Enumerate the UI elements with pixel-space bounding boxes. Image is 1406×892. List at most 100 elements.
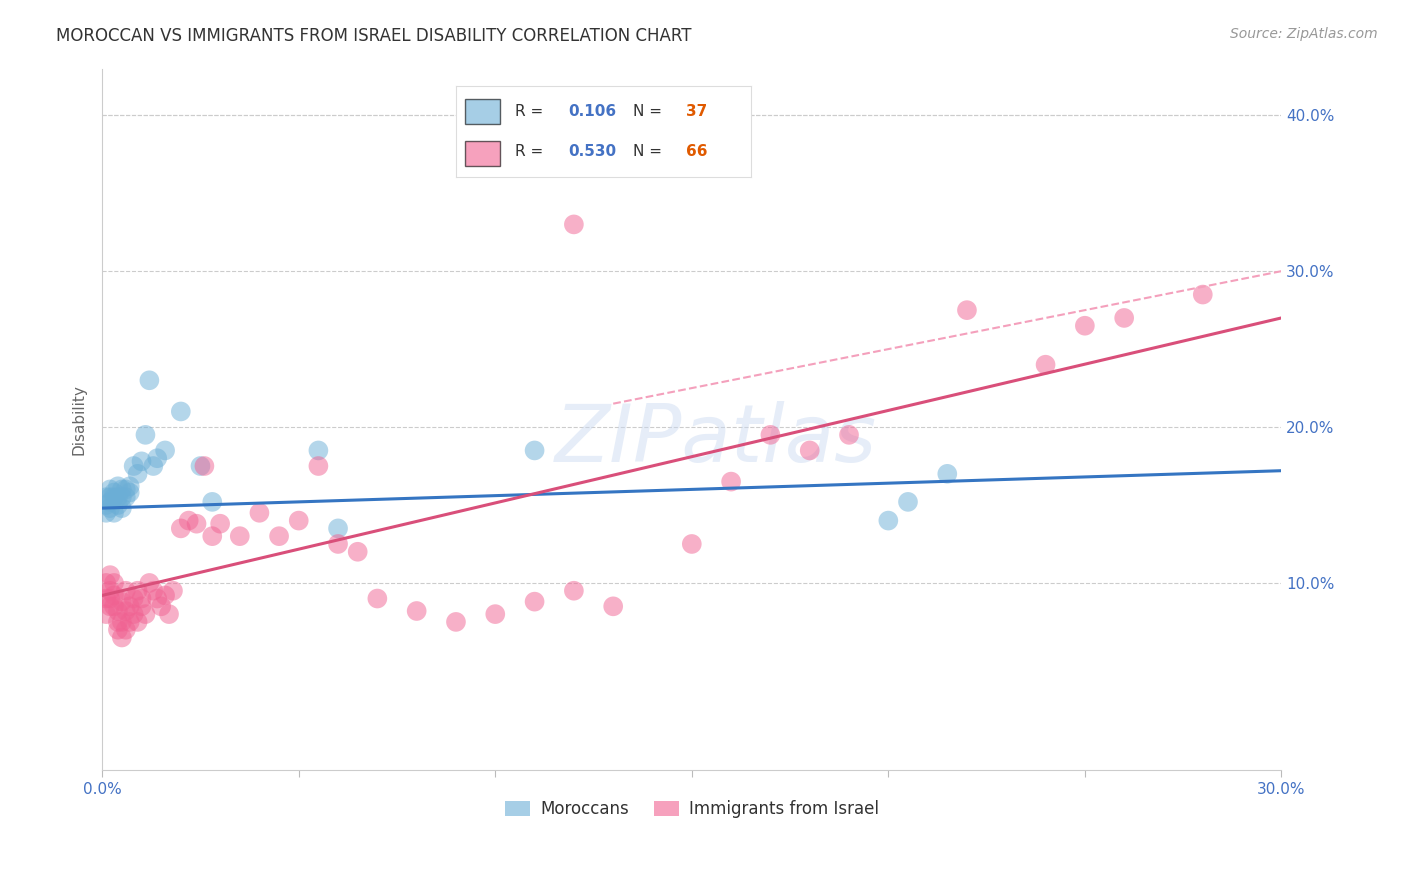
Point — [405, 604, 427, 618]
Point — [162, 583, 184, 598]
Point — [177, 514, 200, 528]
Point — [107, 604, 129, 618]
Point — [111, 594, 134, 608]
Point — [98, 599, 121, 614]
Point — [249, 506, 271, 520]
Point — [122, 458, 145, 473]
Point — [523, 594, 546, 608]
Point — [131, 599, 153, 614]
Point — [956, 303, 979, 318]
Point — [484, 607, 506, 621]
Point — [142, 583, 165, 598]
Point — [366, 591, 388, 606]
Point — [134, 427, 156, 442]
Text: MOROCCAN VS IMMIGRANTS FROM ISRAEL DISABILITY CORRELATION CHART: MOROCCAN VS IMMIGRANTS FROM ISRAEL DISAB… — [56, 27, 692, 45]
Point — [107, 479, 129, 493]
Point — [720, 475, 742, 489]
Point — [193, 458, 215, 473]
Point — [111, 631, 134, 645]
Point — [142, 458, 165, 473]
Point — [146, 591, 169, 606]
Point — [107, 490, 129, 504]
Point — [134, 607, 156, 621]
Point — [153, 588, 176, 602]
Point — [170, 404, 193, 418]
Point — [681, 537, 703, 551]
Point — [444, 615, 467, 629]
Point — [1114, 310, 1136, 325]
Point — [94, 490, 117, 504]
Point — [103, 599, 125, 614]
Point — [146, 451, 169, 466]
Point — [838, 427, 860, 442]
Point — [111, 501, 134, 516]
Point — [201, 495, 224, 509]
Point — [287, 514, 309, 528]
Point — [127, 583, 149, 598]
Point — [897, 495, 920, 509]
Point — [877, 514, 900, 528]
Point — [114, 490, 136, 504]
Point — [138, 373, 160, 387]
Point — [138, 576, 160, 591]
Point — [103, 588, 125, 602]
Point — [118, 479, 141, 493]
Point — [122, 591, 145, 606]
Point — [562, 218, 585, 232]
Point — [346, 545, 368, 559]
Point — [114, 583, 136, 598]
Y-axis label: Disability: Disability — [72, 384, 86, 455]
Point — [523, 443, 546, 458]
Point — [759, 427, 782, 442]
Text: Source: ZipAtlas.com: Source: ZipAtlas.com — [1230, 27, 1378, 41]
Point — [107, 498, 129, 512]
Point — [118, 615, 141, 629]
Point — [307, 458, 329, 473]
Point — [201, 529, 224, 543]
Point — [150, 599, 173, 614]
Point — [936, 467, 959, 481]
Point — [1035, 358, 1057, 372]
Point — [127, 615, 149, 629]
Point — [94, 498, 117, 512]
Point — [98, 495, 121, 509]
Point — [157, 607, 180, 621]
Point — [127, 467, 149, 481]
Point — [170, 521, 193, 535]
Point — [602, 599, 624, 614]
Point — [118, 599, 141, 614]
Point — [98, 583, 121, 598]
Point — [98, 591, 121, 606]
Point — [267, 529, 290, 543]
Point — [114, 623, 136, 637]
Point — [103, 485, 125, 500]
Point — [186, 516, 208, 531]
Point — [114, 604, 136, 618]
Point — [799, 443, 821, 458]
Point — [326, 521, 349, 535]
Point — [131, 454, 153, 468]
Point — [326, 537, 349, 551]
Point — [107, 623, 129, 637]
Point — [307, 443, 329, 458]
Point — [153, 443, 176, 458]
Point — [94, 576, 117, 591]
Point — [98, 490, 121, 504]
Point — [190, 458, 212, 473]
Point — [98, 568, 121, 582]
Point — [111, 483, 134, 497]
Point — [122, 607, 145, 621]
Point — [131, 591, 153, 606]
Point — [103, 576, 125, 591]
Point — [107, 615, 129, 629]
Point — [562, 583, 585, 598]
Legend: Moroccans, Immigrants from Israel: Moroccans, Immigrants from Israel — [498, 794, 886, 825]
Point — [114, 483, 136, 497]
Point — [98, 501, 121, 516]
Text: ZIPatlas: ZIPatlas — [554, 401, 876, 479]
Point — [229, 529, 252, 543]
Point — [118, 485, 141, 500]
Point — [94, 607, 117, 621]
Point — [209, 516, 232, 531]
Point — [1074, 318, 1097, 333]
